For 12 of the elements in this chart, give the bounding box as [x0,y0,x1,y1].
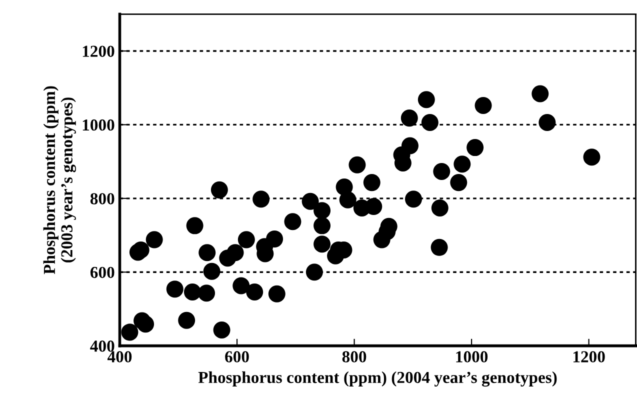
y-tick-label: 1200 [82,46,114,57]
y-tick-label: 1000 [82,119,114,131]
x-tick-label: 1200 [573,351,605,362]
y-tick-label: 400 [90,340,114,352]
y-tick-label: 600 [90,266,114,278]
y-axis-title: Phosphorus content (ppm) (2003 year’s genotypes) [43,86,76,274]
x-tick-label: 400 [107,351,132,362]
x-tick-label: 600 [225,351,249,362]
x-tick-label: 800 [342,351,366,362]
y-tick-label: 800 [90,193,114,204]
x-tick-label: 1000 [456,351,488,362]
x-axis-title: Phosphorus content (ppm) (2004 year’s genotypes) [198,371,557,387]
